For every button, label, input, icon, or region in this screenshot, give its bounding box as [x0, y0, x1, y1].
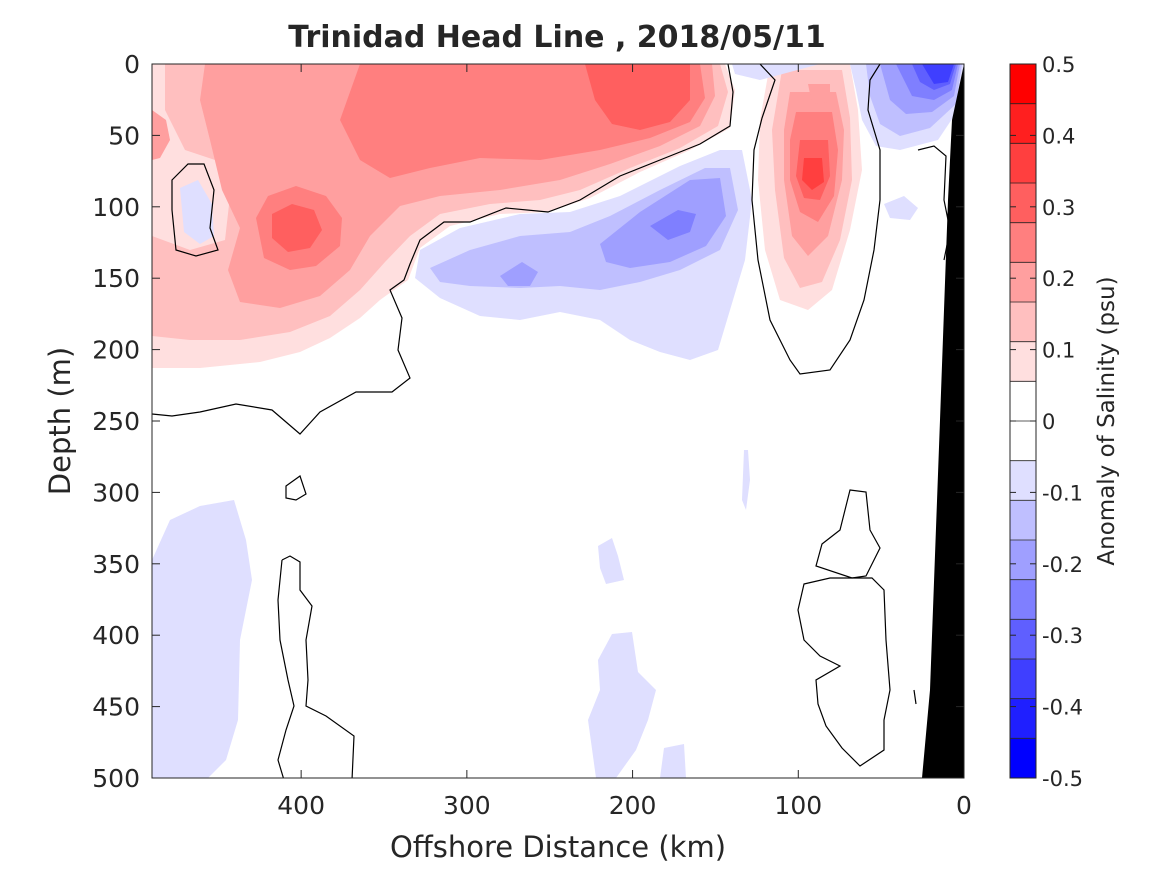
colorbar-swatch [1010, 341, 1036, 382]
y-tick-label: 150 [92, 264, 140, 293]
colorbar-tick-label: 0.1 [1042, 339, 1075, 363]
nearshore-positive-top [808, 84, 830, 104]
y-tick-label: 50 [108, 121, 140, 150]
colorbar-swatch [1010, 500, 1036, 541]
west-negative-lens [180, 180, 214, 244]
colorbar-swatch [1010, 381, 1036, 422]
colorbar-swatch [1010, 460, 1036, 501]
colorbar-tick-label: 0.4 [1042, 124, 1075, 148]
colorbar-tick-label: 0.3 [1042, 196, 1075, 220]
colorbar-tick-label: 0.5 [1042, 53, 1075, 77]
x-axis: 400 300 200 100 0 [277, 64, 972, 820]
colorbar-swatch [1010, 619, 1036, 660]
colorbar-tick-label: -0.4 [1042, 696, 1083, 720]
colorbar-swatch [1010, 659, 1036, 700]
x-tick-label: 200 [609, 791, 657, 820]
zero-contour-deep-west [281, 555, 355, 778]
zero-contour-coast-small [913, 689, 917, 705]
zero-contour-west-lens [171, 163, 219, 257]
colorbar-swatch [1010, 579, 1036, 620]
zero-contour-deep-east-1 [815, 489, 881, 579]
negative-anomaly-0.20 [650, 210, 696, 240]
colorbar-swatch [1010, 302, 1036, 343]
zero-contour-tongue [152, 64, 734, 435]
y-tick-label: 0 [124, 50, 140, 79]
coastal-negative-small [884, 196, 918, 220]
colorbar-swatch [1010, 183, 1036, 224]
y-tick-label: 400 [92, 621, 140, 650]
zero-contour-nearshore [751, 64, 881, 375]
y-tick-label: 200 [92, 336, 140, 365]
colorbar-swatch [1010, 698, 1036, 739]
colorbar-tick-label: -0.3 [1042, 624, 1083, 648]
y-tick-label: 250 [92, 407, 140, 436]
positive-anomaly-west-edge [152, 110, 170, 160]
zero-contour-deep-east-2 [797, 577, 891, 767]
deep-negative-small-2 [660, 744, 686, 778]
y-axis-label: Depth (m) [43, 347, 77, 495]
colorbar-swatch [1010, 64, 1036, 105]
x-tick-label: 300 [443, 791, 491, 820]
y-tick-label: 500 [92, 764, 140, 793]
x-tick-label: 0 [956, 791, 972, 820]
y-tick-label: 450 [92, 693, 140, 722]
colorbar-swatch [1010, 262, 1036, 303]
colorbar-ticks: 0.5 0.4 0.3 0.2 0.1 0 -0.1 -0.2 -0.3 -0.4 -0.5 [1010, 53, 1083, 791]
colorbar-label: Anomaly of Salinity (psu) [1094, 276, 1120, 565]
colorbar-swatch [1010, 143, 1036, 184]
colorbar-swatch [1010, 540, 1036, 581]
colorbar-tick-label: -0.5 [1042, 767, 1083, 791]
zero-contour-deep-west-2 [277, 559, 295, 778]
nearshore-positive-0.30 [802, 158, 824, 190]
colorbar-tick-label: 0 [1042, 410, 1055, 434]
colorbar-swatch [1010, 103, 1036, 144]
deep-negative-west [152, 500, 252, 778]
colorbar-tick-label: -0.2 [1042, 553, 1083, 577]
y-tick-label: 300 [92, 478, 140, 507]
colorbar-swatch [1010, 421, 1036, 462]
colorbar [1010, 64, 1036, 779]
negative-anomaly-0.15-small [500, 262, 538, 286]
colorbar-swatch [1010, 222, 1036, 263]
zero-contour-small [285, 475, 307, 501]
colorbar-tick-label: 0.2 [1042, 267, 1075, 291]
y-tick-label: 350 [92, 550, 140, 579]
x-axis-label: Offshore Distance (km) [390, 830, 726, 864]
colorbar-swatch [1010, 738, 1036, 779]
x-tick-label: 100 [774, 791, 822, 820]
coastal-negative-0.45 [922, 64, 954, 84]
y-tick-label: 100 [92, 193, 140, 222]
deep-negative-mid [588, 632, 656, 778]
zero-contour-lines [152, 64, 951, 778]
colorbar-tick-label: -0.1 [1042, 481, 1083, 505]
positive-anomaly-0.25 [585, 64, 690, 130]
deep-negative-small-3 [742, 450, 750, 510]
positive-anomaly-0.25-deep [272, 204, 322, 252]
chart-title: Trinidad Head Line , 2018/05/11 [288, 20, 825, 55]
x-tick-label: 400 [277, 791, 325, 820]
land-mask [922, 64, 964, 778]
deep-negative-small-1 [598, 538, 624, 584]
anomaly-field [152, 64, 964, 778]
y-axis: 0 50 100 150 200 250 300 350 400 450 500 [92, 50, 964, 793]
